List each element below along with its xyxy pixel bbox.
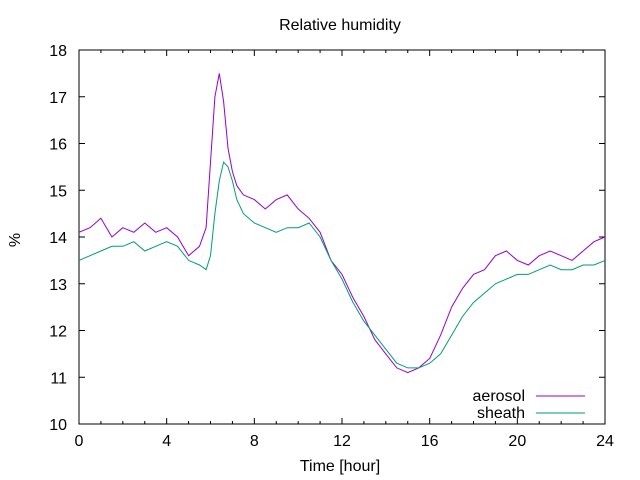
x-axis: 0 4 8 12 16 20 24 — [75, 50, 614, 450]
y-axis-label: % — [7, 233, 24, 247]
series-layer — [78, 73, 606, 374]
y-axis: 10 11 12 13 14 15 16 17 18 — [49, 43, 605, 434]
chart-title: Relative humidity — [279, 17, 401, 34]
series-line-aerosol — [78, 73, 606, 374]
legend-label-sheath: sheath — [477, 405, 525, 422]
x-tick-label: 20 — [508, 433, 526, 450]
y-tick-label: 12 — [49, 324, 67, 341]
y-tick-label: 13 — [49, 277, 67, 294]
y-tick-label: 18 — [49, 43, 67, 60]
x-tick-label: 12 — [333, 433, 351, 450]
x-tick-label: 4 — [162, 433, 171, 450]
x-axis-label: Time [hour] — [300, 458, 380, 475]
x-tick-label: 16 — [421, 433, 439, 450]
plot-frame — [78, 49, 606, 425]
series-line-sheath — [78, 161, 606, 369]
y-tick-label: 14 — [49, 230, 67, 247]
y-tick-label: 10 — [49, 417, 67, 434]
x-tick-label: 24 — [596, 433, 614, 450]
y-tick-label: 11 — [50, 370, 67, 387]
y-tick-label: 15 — [49, 183, 67, 200]
x-tick-label: 8 — [250, 433, 259, 450]
x-tick-label: 0 — [75, 433, 84, 450]
legend-label-aerosol: aerosol — [473, 388, 525, 405]
y-tick-label: 16 — [49, 137, 67, 154]
y-tick-label: 17 — [49, 90, 67, 107]
